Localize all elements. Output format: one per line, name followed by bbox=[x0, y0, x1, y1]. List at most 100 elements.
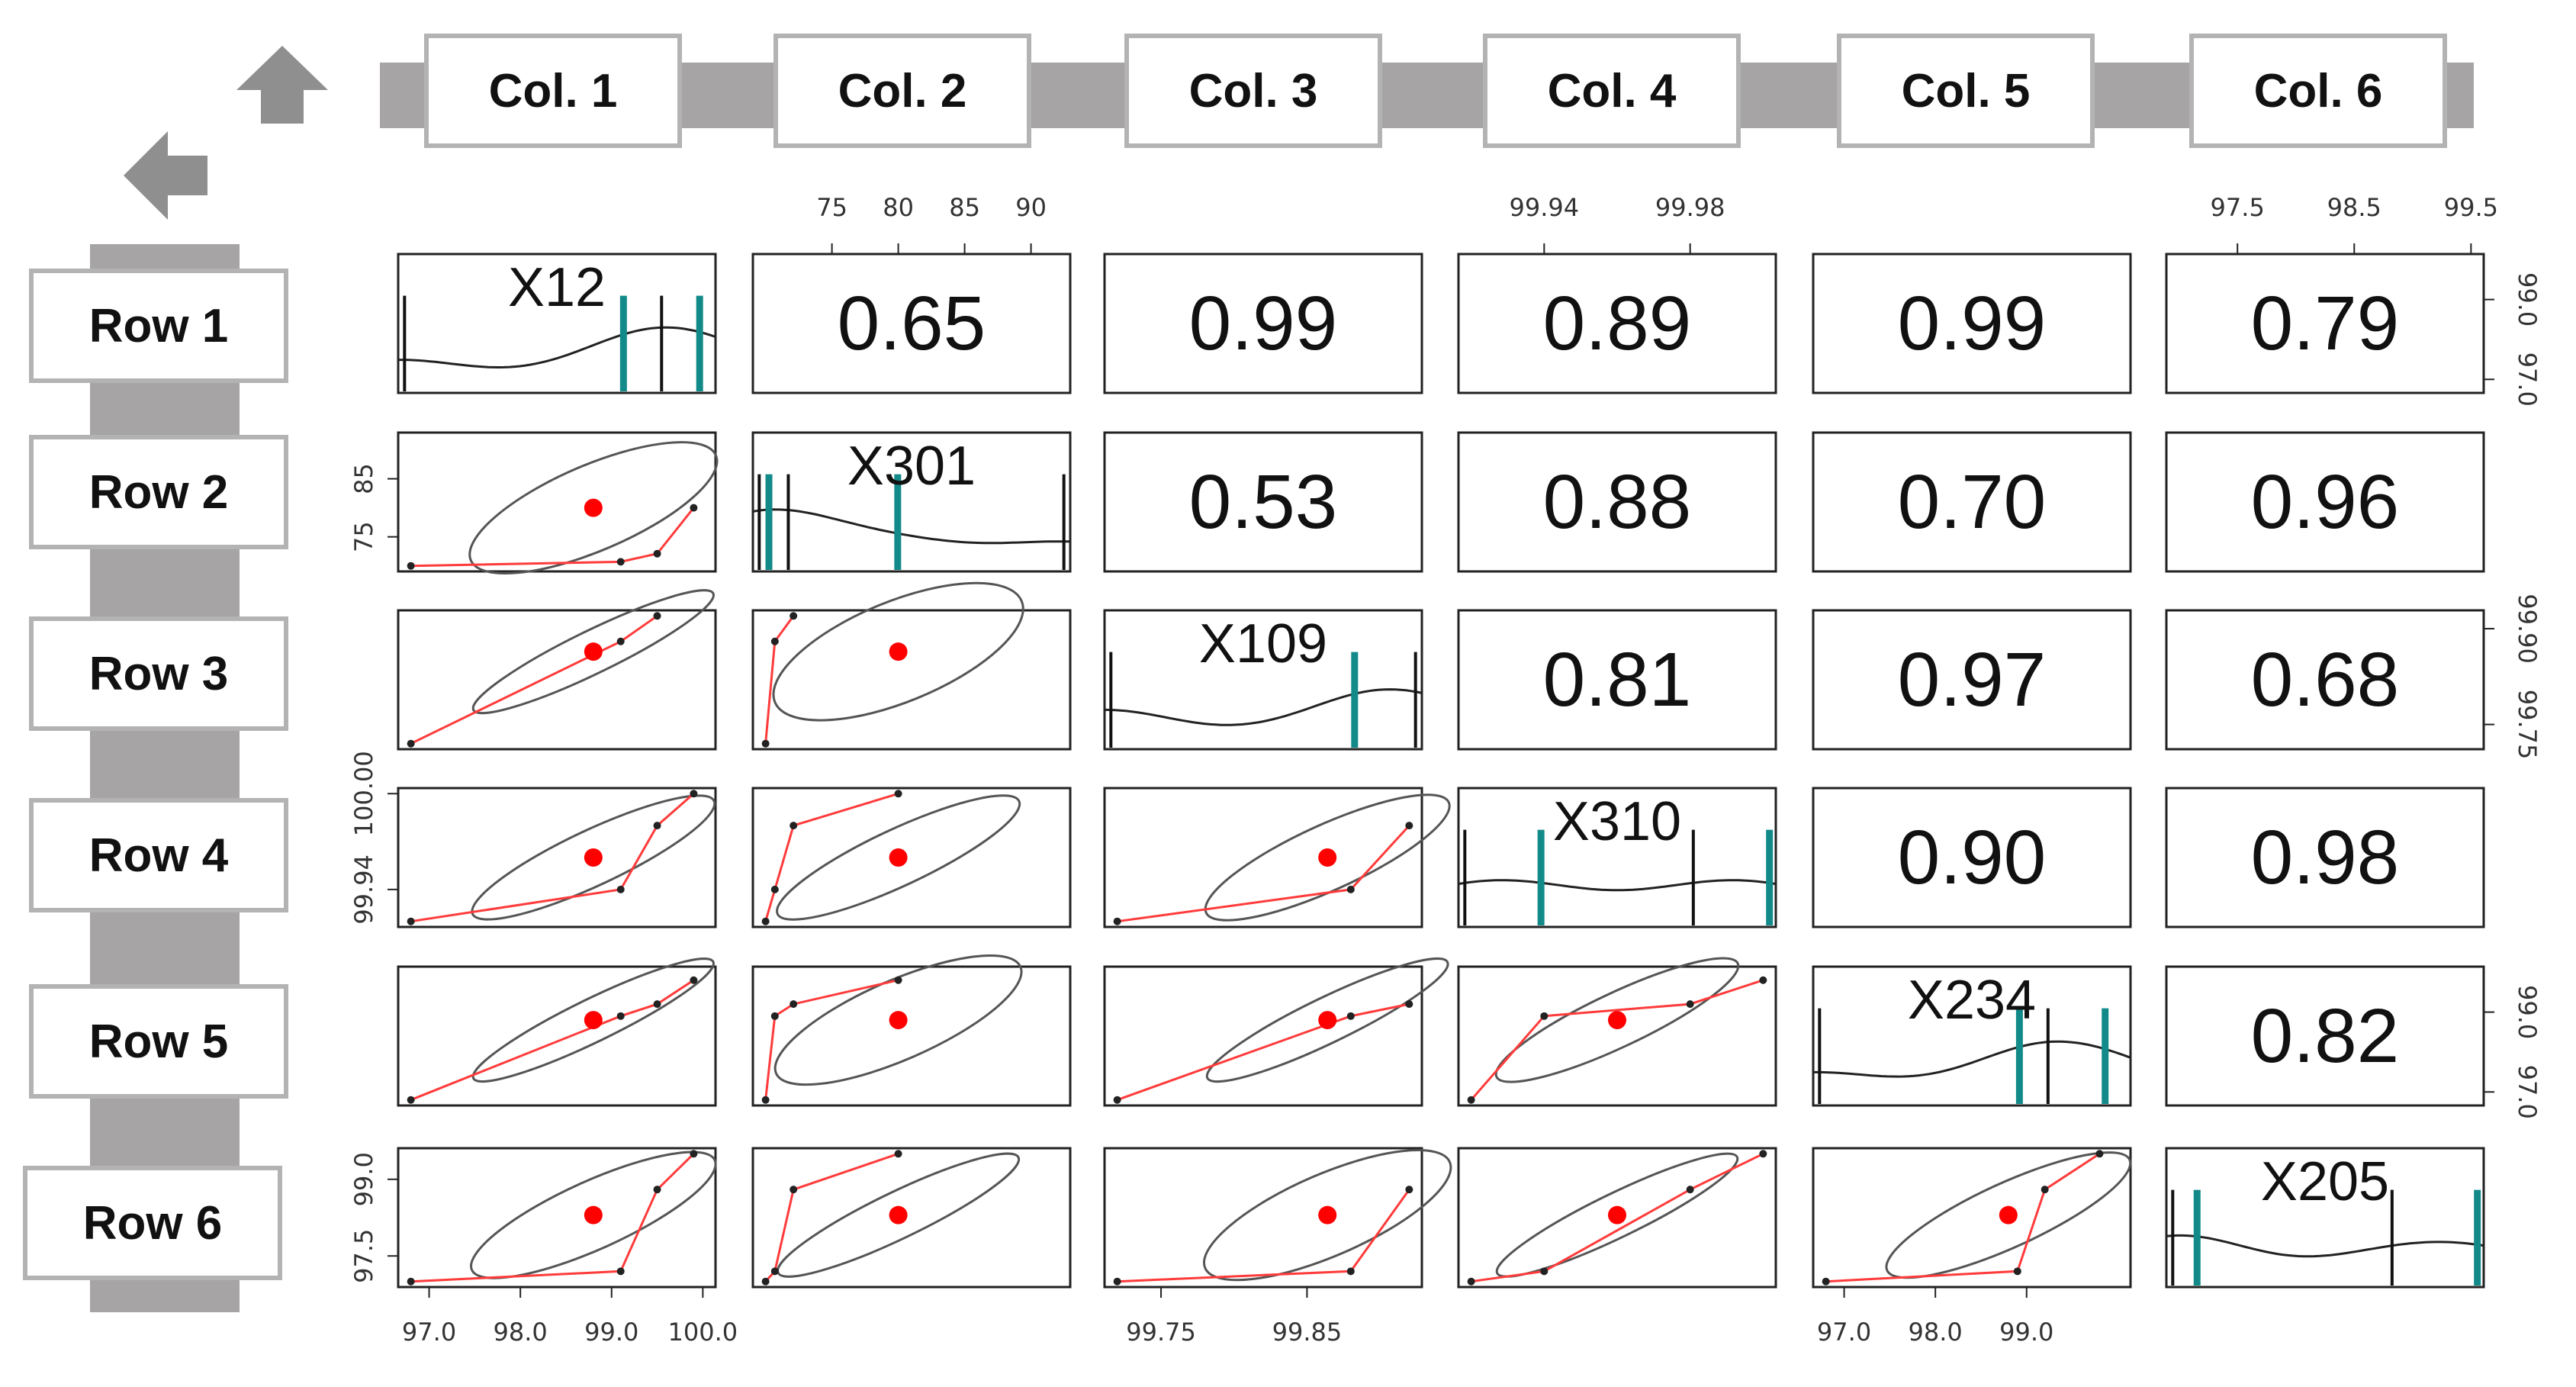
panel-1-1: X12 bbox=[397, 253, 717, 394]
variable-name: X310 bbox=[1553, 791, 1681, 852]
data-point bbox=[1759, 1150, 1767, 1158]
data-point bbox=[2013, 1267, 2021, 1276]
data-point bbox=[894, 976, 902, 984]
loess-line bbox=[764, 792, 899, 922]
data-point bbox=[894, 1150, 902, 1158]
panel-6-5 bbox=[1812, 1147, 2132, 1289]
correlation-value: 0.70 bbox=[1898, 459, 2047, 545]
left-axis-label: 99.0 bbox=[349, 1152, 378, 1206]
panel-6-4 bbox=[1457, 1147, 1777, 1289]
panel-frame bbox=[2165, 253, 2485, 394]
top-axis-label: 85 bbox=[949, 193, 980, 222]
panel-frame bbox=[1457, 787, 1777, 928]
panel-frame bbox=[397, 1147, 717, 1289]
mean-point bbox=[1608, 1205, 1626, 1224]
panel-4-6: 0.98 bbox=[2165, 787, 2485, 928]
panel-3-1 bbox=[397, 589, 717, 751]
data-point bbox=[770, 885, 779, 893]
panel-frame bbox=[751, 965, 1072, 1107]
data-point bbox=[1540, 1012, 1548, 1020]
mean-point bbox=[889, 848, 908, 867]
data-point bbox=[616, 1267, 625, 1276]
panel-6-6: X205 bbox=[2165, 1147, 2485, 1289]
data-point bbox=[616, 1012, 625, 1020]
panel-4-2 bbox=[751, 787, 1072, 928]
top-axis-label: 98.5 bbox=[2327, 193, 2381, 222]
data-point bbox=[690, 1150, 698, 1158]
data-point bbox=[790, 612, 798, 620]
correlation-ellipse bbox=[1885, 1151, 2132, 1279]
top-axis-label: 99.5 bbox=[2444, 193, 2498, 222]
panel-3-6: 0.68 bbox=[2165, 609, 2485, 751]
variable-name: X12 bbox=[508, 257, 606, 318]
panel-5-1 bbox=[397, 957, 717, 1107]
correlation-ellipse bbox=[1204, 793, 1451, 922]
mean-point bbox=[1608, 1011, 1626, 1030]
data-point bbox=[761, 1277, 770, 1286]
correlation-value: 0.79 bbox=[2251, 281, 2400, 366]
panel-frame bbox=[1812, 253, 2132, 394]
panel-frame bbox=[751, 787, 1072, 928]
panel-6-2 bbox=[751, 1147, 1072, 1289]
correlation-value: 0.99 bbox=[1898, 281, 2047, 366]
panel-frame bbox=[2165, 609, 2485, 751]
data-point bbox=[1822, 1277, 1830, 1286]
data-point bbox=[1467, 1096, 1475, 1104]
bottom-axis-label: 99.0 bbox=[584, 1318, 638, 1347]
density-curve bbox=[752, 508, 1071, 545]
panel-frame bbox=[1103, 965, 1423, 1107]
panel-2-3: 0.53 bbox=[1103, 431, 1423, 573]
data-point bbox=[770, 1267, 779, 1276]
data-point bbox=[653, 822, 661, 830]
data-point bbox=[770, 637, 779, 645]
panel-6-1 bbox=[397, 1147, 717, 1289]
loess-line bbox=[410, 979, 695, 1102]
left-axis-label: 85 bbox=[349, 463, 378, 494]
correlation-ellipse bbox=[1494, 957, 1740, 1083]
data-point bbox=[616, 558, 625, 566]
bottom-axis-label: 98.0 bbox=[1909, 1318, 1963, 1347]
right-axis-label: 99.75 bbox=[2513, 690, 2542, 760]
bottom-axis-label: 99.75 bbox=[1126, 1318, 1196, 1347]
mean-point bbox=[889, 1011, 908, 1030]
top-axis-label: 90 bbox=[1015, 193, 1047, 222]
panel-3-5: 0.97 bbox=[1812, 609, 2132, 751]
data-point bbox=[1346, 1267, 1355, 1276]
top-axis-label: 97.5 bbox=[2211, 193, 2265, 222]
data-point bbox=[653, 1000, 661, 1009]
panel-1-3: 0.99 bbox=[1103, 253, 1423, 394]
loess-line bbox=[1117, 1002, 1410, 1102]
data-point bbox=[1759, 976, 1767, 984]
right-axis-label: 99.0 bbox=[2513, 272, 2542, 327]
panel-2-4: 0.88 bbox=[1457, 431, 1777, 573]
row-header-1: Row 1 bbox=[29, 269, 288, 383]
panel-4-4: X310 bbox=[1457, 787, 1777, 928]
correlation-ellipse bbox=[772, 581, 1024, 722]
data-point bbox=[1405, 822, 1413, 830]
panel-3-3: X109 bbox=[1103, 609, 1423, 751]
data-point bbox=[407, 1096, 415, 1104]
data-point bbox=[1113, 917, 1121, 925]
panel-5-2 bbox=[751, 954, 1072, 1107]
data-point bbox=[790, 1000, 798, 1009]
panel-frame bbox=[751, 253, 1072, 394]
correlation-ellipse bbox=[1495, 1152, 1739, 1278]
top-axis-label: 99.94 bbox=[1510, 193, 1580, 222]
correlation-ellipse bbox=[1202, 1149, 1452, 1282]
column-header-6: Col. 6 bbox=[2189, 34, 2447, 148]
data-point bbox=[653, 1186, 661, 1194]
bottom-axis-label: 97.0 bbox=[1817, 1318, 1871, 1347]
panel-frame bbox=[1812, 1147, 2132, 1289]
correlation-value: 0.98 bbox=[2251, 815, 2400, 900]
panel-4-3 bbox=[1103, 787, 1451, 928]
variable-name: X234 bbox=[1908, 970, 2036, 1031]
bottom-axis-label: 97.0 bbox=[402, 1318, 456, 1347]
panel-frame bbox=[397, 609, 717, 751]
loess-line bbox=[764, 615, 795, 744]
panel-6-3 bbox=[1103, 1147, 1452, 1289]
panel-frame bbox=[751, 609, 1072, 751]
panel-1-4: 0.89 bbox=[1457, 253, 1777, 394]
density-curve bbox=[1813, 1040, 2131, 1078]
panel-5-5: X234 bbox=[1812, 965, 2132, 1107]
